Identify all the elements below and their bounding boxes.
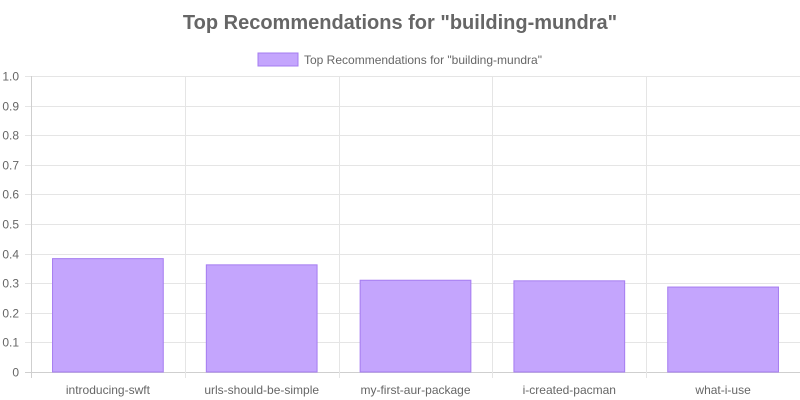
bar-what-i-use[interactable]: [667, 286, 779, 373]
bars: [52, 258, 779, 373]
y-tick-label: 0.3: [2, 277, 19, 291]
bar-i-created-pacman[interactable]: [513, 280, 626, 373]
bar-my-first-aur-package[interactable]: [359, 279, 472, 373]
bar-introducing-swft[interactable]: [52, 258, 164, 373]
x-tick-label: i-created-pacman: [523, 383, 616, 397]
y-tick-label: 0.5: [2, 218, 19, 232]
y-tick-label: 1.0: [2, 70, 19, 84]
chart-title: Top Recommendations for "building-mundra…: [183, 12, 617, 34]
x-tick-label: what-i-use: [694, 383, 751, 397]
y-tick-label: 0.4: [2, 248, 19, 262]
legend-label: Top Recommendations for "building-mundra…: [304, 53, 542, 67]
x-axis: introducing-swft urls-should-be-simple my-…: [66, 383, 751, 397]
bar-urls-should-be-simple[interactable]: [205, 264, 318, 373]
y-tick-label: 0.2: [2, 307, 19, 321]
x-tick-label: urls-should-be-simple: [204, 383, 319, 397]
y-tick-label: 0.9: [2, 100, 19, 114]
y-tick-label: 0.6: [2, 188, 19, 202]
x-tick-label: my-first-aur-package: [360, 383, 470, 397]
x-tick-label: introducing-swft: [66, 383, 151, 397]
y-tick-label: 0.8: [2, 129, 19, 143]
y-tick-label: 0: [12, 366, 19, 380]
legend[interactable]: Top Recommendations for "building-mundra…: [257, 52, 542, 67]
y-axis: 0 0.1 0.2 0.3 0.4 0.5 0.6 0.7 0.8 0.9 1.0: [2, 70, 19, 380]
y-tick-label: 0.7: [2, 159, 19, 173]
legend-swatch: [257, 52, 299, 67]
y-tick-label: 0.1: [2, 336, 19, 350]
